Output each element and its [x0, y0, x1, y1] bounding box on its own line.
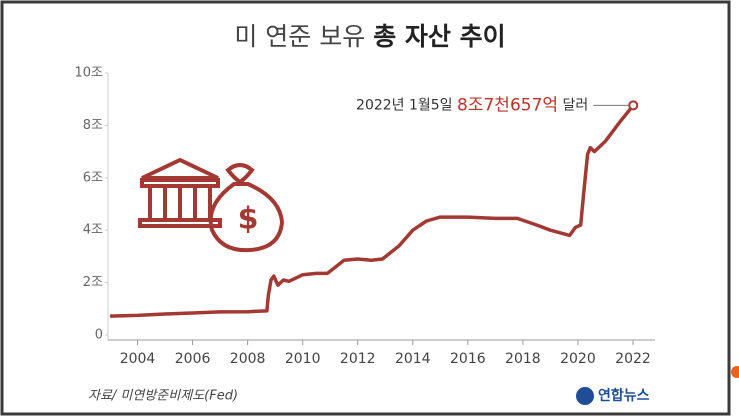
x-tick-label: 2004 [120, 351, 156, 367]
source: 자료/ 미연방준비제도(Fed) [88, 389, 238, 404]
annotation-point [628, 100, 639, 111]
title-light: 미 연준 보유 [234, 22, 365, 51]
line [109, 104, 635, 318]
logo-mark [576, 387, 594, 405]
x-tick-label: 2022 [615, 351, 651, 367]
y-tick-label: 8조 [83, 118, 103, 133]
y-tick-label: 4조 [83, 223, 103, 238]
x-tick-label: 2016 [450, 351, 486, 367]
logo: 연합뉴스 [598, 387, 650, 404]
y-tick-label: 10조 [74, 66, 103, 81]
x-tick-label: 2008 [230, 351, 266, 367]
x-tick-label: 2010 [285, 351, 321, 367]
bank-icon [138, 157, 222, 228]
dollar-sign: $ [238, 202, 259, 237]
annotation-suffix: 달러 [562, 97, 588, 113]
title-bold: 총 자산 추이 [373, 22, 505, 51]
money-bag-icon: $ [208, 163, 285, 253]
x-tick-label: 2006 [175, 351, 211, 367]
annotation-value: 8조7천657억 [457, 95, 558, 115]
x-tick-label: 2020 [560, 351, 596, 367]
x-tick-label: 2014 [395, 351, 431, 367]
y-tick-label: 0 [95, 328, 103, 343]
annotation: 2022년 1월5일 8조7천657억 달러 [356, 95, 588, 115]
y-tick-label: 6조 [83, 170, 103, 185]
chart-title: 미 연준 보유 총 자산 추이 [234, 22, 505, 51]
corner-dot [731, 366, 739, 378]
y-tick-label: 2조 [83, 275, 103, 290]
x-tick-label: 2012 [340, 351, 376, 367]
annotation-prefix: 2022년 1월5일 [356, 97, 453, 113]
x-tick-label: 2018 [505, 351, 541, 367]
